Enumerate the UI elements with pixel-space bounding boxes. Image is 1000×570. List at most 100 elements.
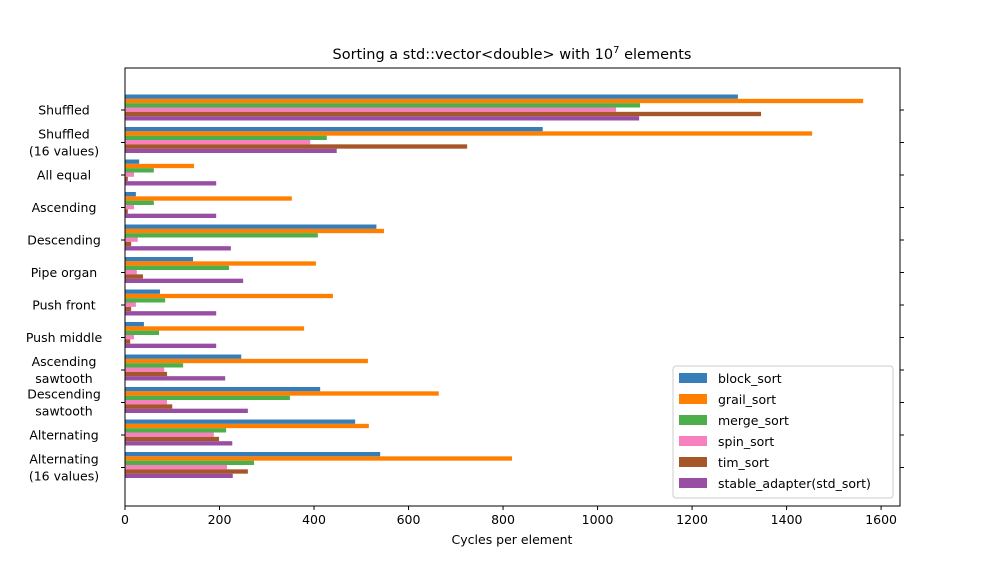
bar-spin-sort (125, 270, 137, 275)
y-tick-label: Alternating (29, 428, 98, 443)
bar-spin-sort (125, 465, 228, 470)
bar-merge-sort (125, 168, 154, 173)
bar-stable-adapter-std-sort- (125, 181, 217, 186)
x-tick-label: 800 (491, 512, 515, 527)
bar-tim-sort (125, 176, 128, 182)
bar-tim-sort (125, 371, 168, 377)
bar-block-sort (125, 419, 356, 424)
bar-block-sort (125, 354, 242, 359)
y-tick-label: Ascending sawtooth (32, 354, 97, 386)
bar-grail-sort (125, 163, 194, 169)
legend-label: merge_sort (718, 413, 789, 428)
x-tick-label: 200 (208, 512, 232, 527)
bar-block-sort (125, 452, 381, 457)
x-axis-label: Cycles per element (452, 532, 573, 547)
bar-block-sort (125, 159, 140, 164)
bar-tim-sort (125, 111, 762, 117)
legend-label: grail_sort (718, 392, 776, 407)
y-tick-label: Push front (32, 298, 95, 313)
legend-swatch (679, 373, 707, 383)
legend-label: stable_adapter(std_sort) (718, 476, 871, 491)
bar-block-sort (125, 257, 194, 262)
bar-merge-sort (125, 395, 290, 400)
legend: block_sort grail_sort merge_sort spin_sortt… (672, 365, 894, 499)
bar-grail-sort (125, 196, 292, 201)
bar-grail-sort (125, 456, 513, 461)
bar-spin-sort (125, 107, 616, 112)
bar-stable-adapter-std-sort- (125, 246, 231, 251)
y-tick-label: Shuffled (38, 103, 90, 118)
legend-swatch (679, 436, 707, 446)
bar-spin-sort (125, 400, 168, 405)
legend-swatch (679, 457, 707, 467)
y-tick-label: Pipe organ (31, 265, 97, 280)
bar-merge-sort (125, 460, 255, 465)
bar-merge-sort (125, 233, 318, 238)
bar-block-sort (125, 387, 321, 392)
y-tick-label: Shuffled (16 values) (29, 127, 99, 159)
legend-label: tim_sort (718, 455, 769, 470)
x-tick-label: 400 (302, 512, 326, 527)
bar-merge-sort (125, 298, 166, 303)
chart-title: Sorting a std::vector<double> with 107 e… (333, 45, 692, 63)
legend-label: block_sort (718, 371, 782, 386)
legend-label: spin_sort (718, 434, 774, 449)
bar-stable-adapter-std-sort- (125, 116, 640, 121)
bar-block-sort (125, 94, 738, 99)
bar-tim-sort (125, 144, 468, 149)
bar-grail-sort (125, 326, 305, 331)
y-tick-label: Descending (27, 233, 101, 248)
bar-merge-sort (125, 135, 327, 140)
x-tick-label: 1600 (865, 512, 897, 527)
y-tick-label: Descending sawtooth (27, 387, 101, 419)
bar-stable-adapter-std-sort- (125, 473, 233, 478)
bar-tim-sort (125, 241, 132, 247)
bar-merge-sort (125, 200, 154, 205)
bar-grail-sort (125, 228, 384, 234)
bar-spin-sort (125, 367, 165, 372)
plot-frame (124, 67, 901, 507)
y-tick-label: All equal (37, 168, 91, 183)
bar-spin-sort (125, 172, 134, 177)
bar-stable-adapter-std-sort- (125, 213, 217, 218)
bar-merge-sort (125, 103, 641, 108)
bar-grail-sort (125, 423, 369, 429)
bar-merge-sort (125, 428, 227, 433)
bar-merge-sort (125, 330, 160, 335)
bar-stable-adapter-std-sort- (125, 278, 244, 283)
bar-block-sort (125, 322, 144, 327)
bar-stable-adapter-std-sort- (125, 148, 337, 153)
bar-stable-adapter-std-sort- (125, 441, 233, 446)
bar-tim-sort (125, 209, 128, 214)
bar-tim-sort (125, 274, 143, 279)
bar-stable-adapter-std-sort- (125, 408, 248, 413)
bar-grail-sort (125, 131, 813, 136)
bar-grail-sort (125, 293, 333, 299)
bar-tim-sort (125, 469, 248, 474)
bar-block-sort (125, 289, 160, 294)
bar-spin-sort (125, 140, 311, 145)
x-tick-label: 600 (397, 512, 421, 527)
x-tick-label: 1400 (771, 512, 803, 527)
legend-swatch (679, 415, 707, 425)
bar-grail-sort (125, 358, 368, 364)
bar-spin-sort (125, 335, 134, 340)
bar-tim-sort (125, 436, 220, 442)
bar-stable-adapter-std-sort- (125, 311, 217, 316)
y-tick-label: Ascending (32, 200, 97, 215)
bar-stable-adapter-std-sort- (125, 376, 226, 381)
y-tick-label: Push middle (26, 330, 103, 345)
bar-merge-sort (125, 363, 184, 368)
x-tick-label: 1000 (582, 512, 614, 527)
legend-frame (672, 365, 894, 499)
legend-swatch (679, 394, 707, 404)
legend-swatch (679, 478, 707, 488)
bar-grail-sort (125, 98, 864, 104)
bar-block-sort (125, 127, 543, 132)
bar-spin-sort (125, 432, 214, 437)
bar-block-sort (125, 224, 377, 229)
x-tick-label: 1200 (676, 512, 708, 527)
bar-grail-sort (125, 391, 439, 396)
bar-tim-sort (125, 306, 132, 312)
